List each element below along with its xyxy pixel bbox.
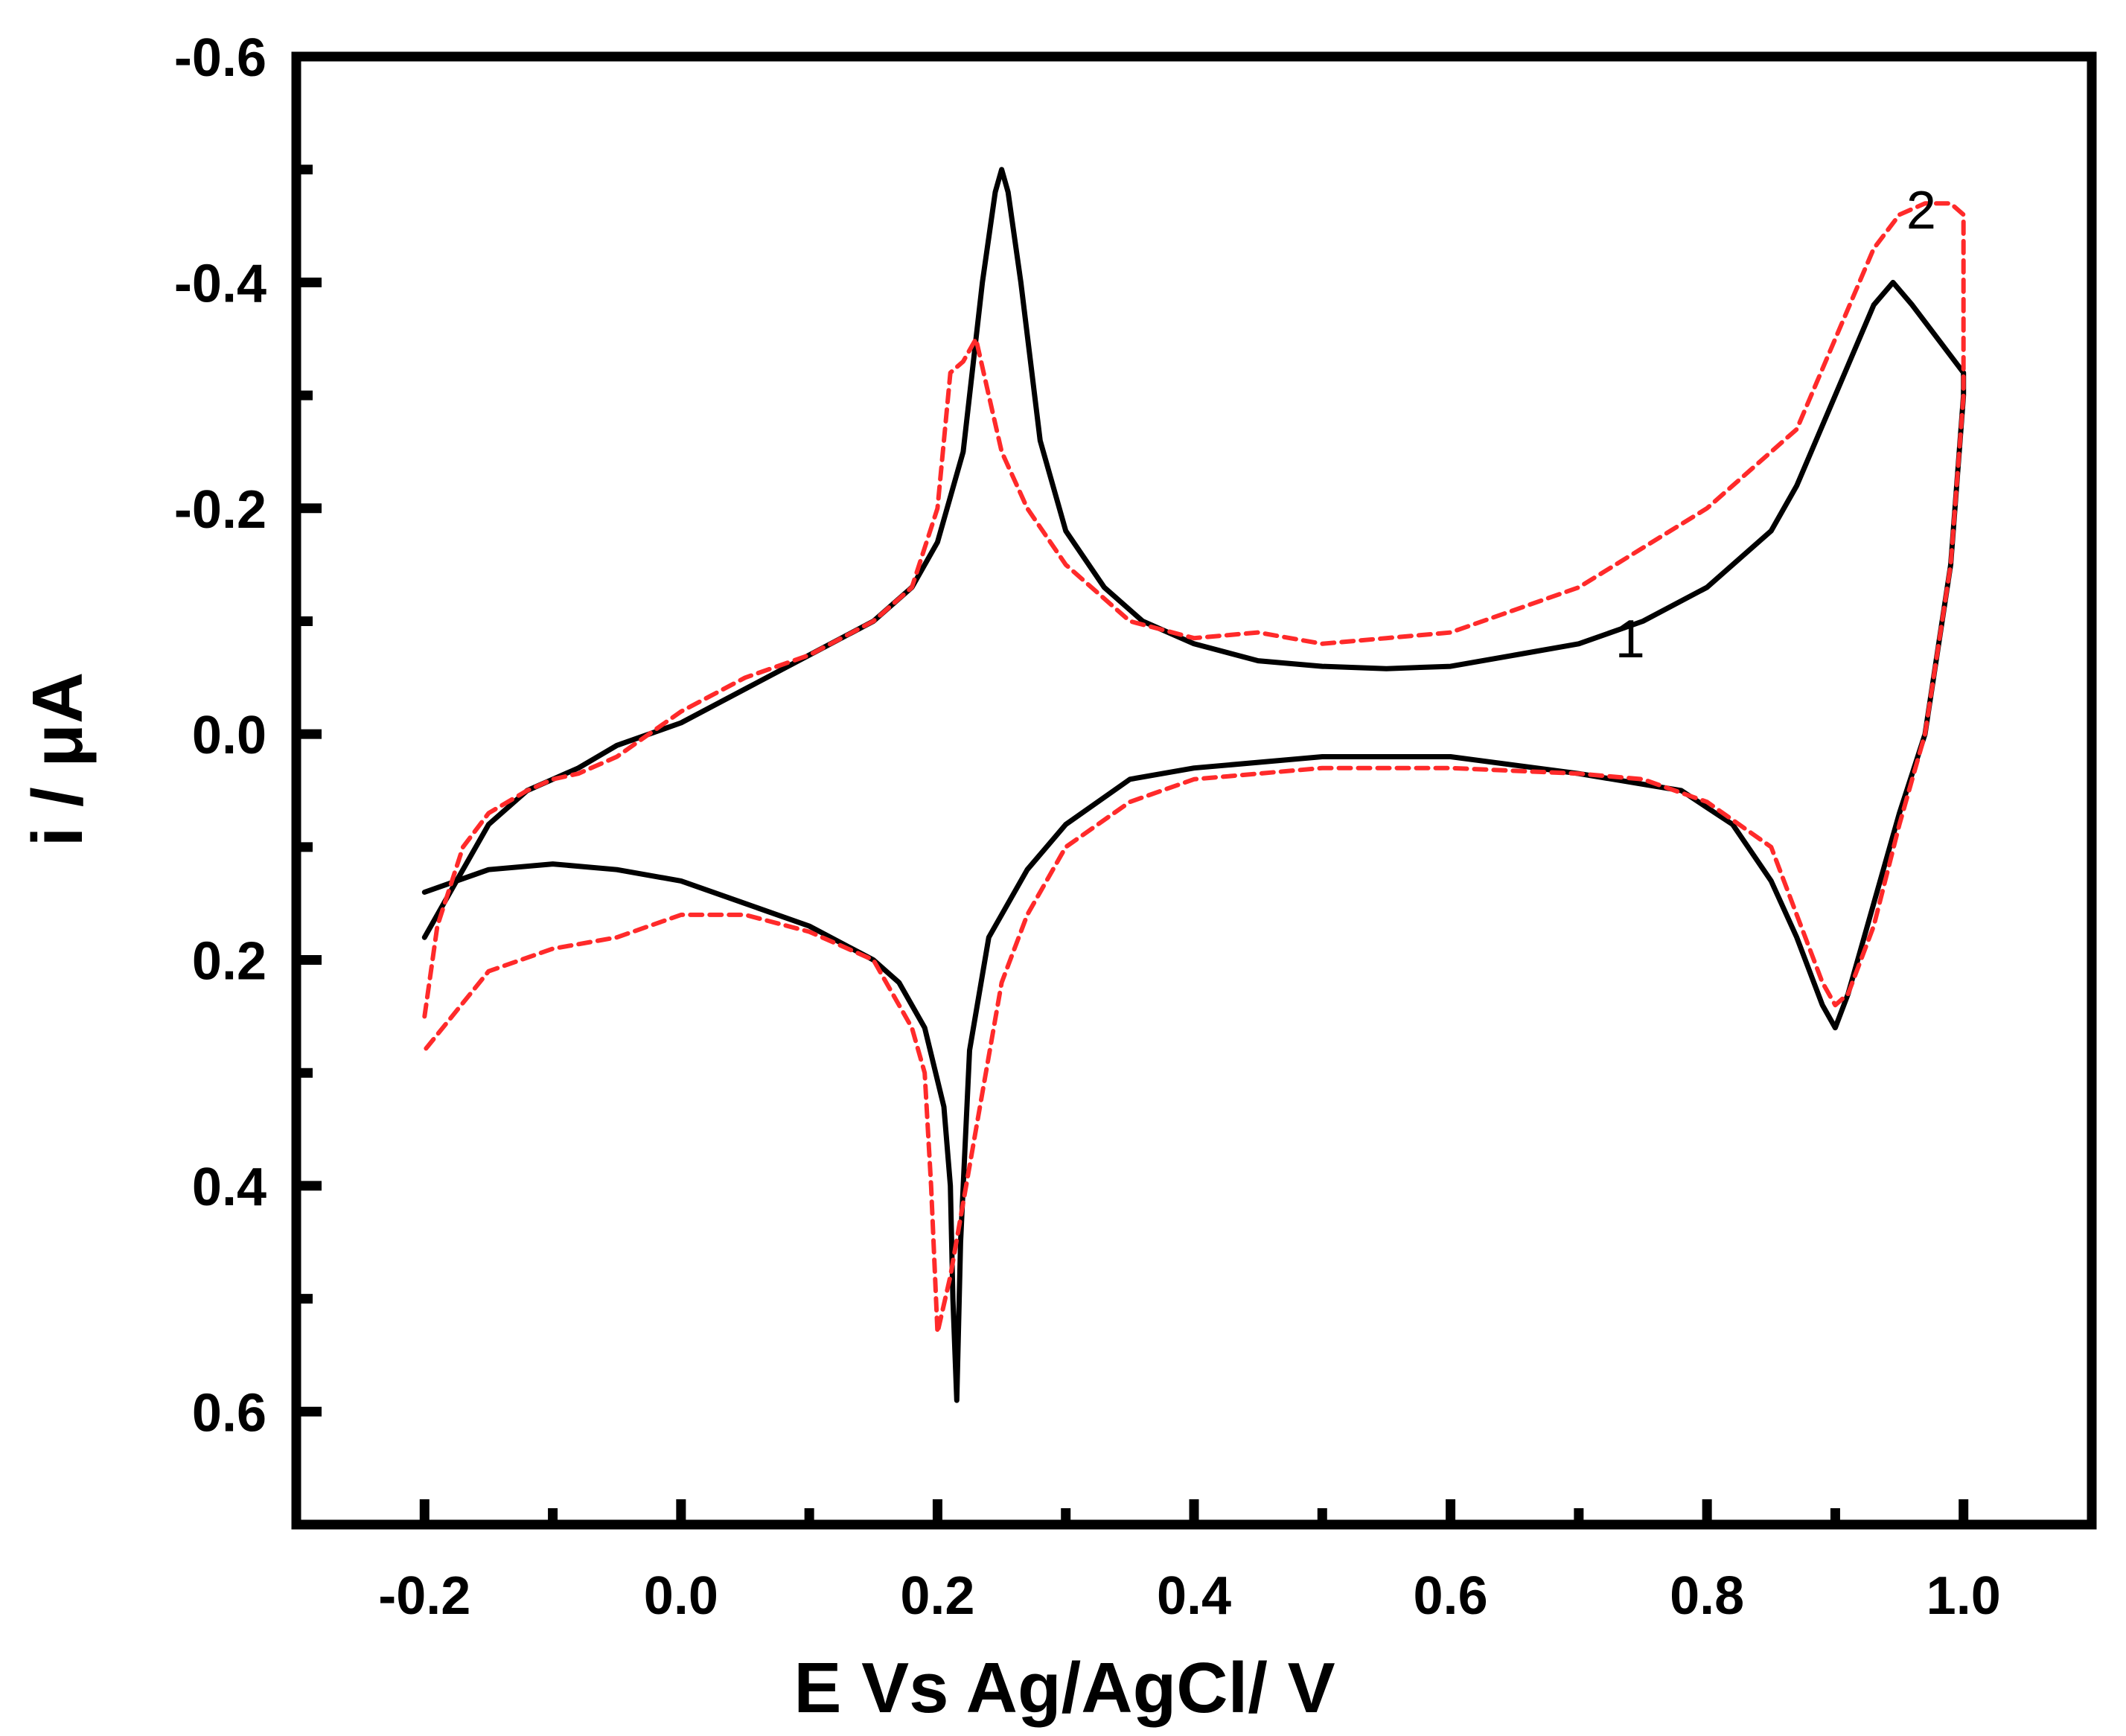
y-tick-label: -0.4 xyxy=(174,254,266,313)
y-tick-label: 0.2 xyxy=(192,932,266,992)
curve-label: 1 xyxy=(1615,610,1645,669)
y-tick-label: 0.6 xyxy=(192,1383,266,1443)
x-tick-label: 1.0 xyxy=(1927,1566,2001,1626)
curve-label: 2 xyxy=(1906,181,1936,240)
x-tick-label: -0.2 xyxy=(378,1566,470,1626)
x-tick-label: 0.8 xyxy=(1670,1566,1744,1626)
y-tick-label: -0.6 xyxy=(174,28,266,88)
series-line-1 xyxy=(421,167,1967,1403)
x-tick-label: 0.6 xyxy=(1414,1566,1488,1626)
x-tick-label: 0.4 xyxy=(1157,1566,1231,1626)
x-axis-ticks: -0.2 0.0 0.2 0.4 0.6 0.8 1.0 xyxy=(378,1499,2001,1626)
plot-frame xyxy=(291,51,2097,1530)
series-line-2 xyxy=(422,201,1966,1335)
y-axis-title: i / μA xyxy=(18,672,98,847)
x-axis-title: E Vs Ag/AgCl/ V xyxy=(794,1648,1335,1728)
y-tick-label: 0.4 xyxy=(192,1158,266,1217)
curves-layer xyxy=(421,167,1967,1403)
x-tick-label: 0.2 xyxy=(900,1566,974,1626)
y-tick-label: -0.2 xyxy=(174,480,266,540)
y-tick-label: 0.0 xyxy=(192,706,266,765)
y-axis-ticks: -0.6 -0.4 -0.2 0.0 0.2 0.4 0.6 xyxy=(174,28,322,1443)
curve-annotations: 12 xyxy=(1615,181,1936,669)
x-tick-label: 0.0 xyxy=(644,1566,718,1626)
